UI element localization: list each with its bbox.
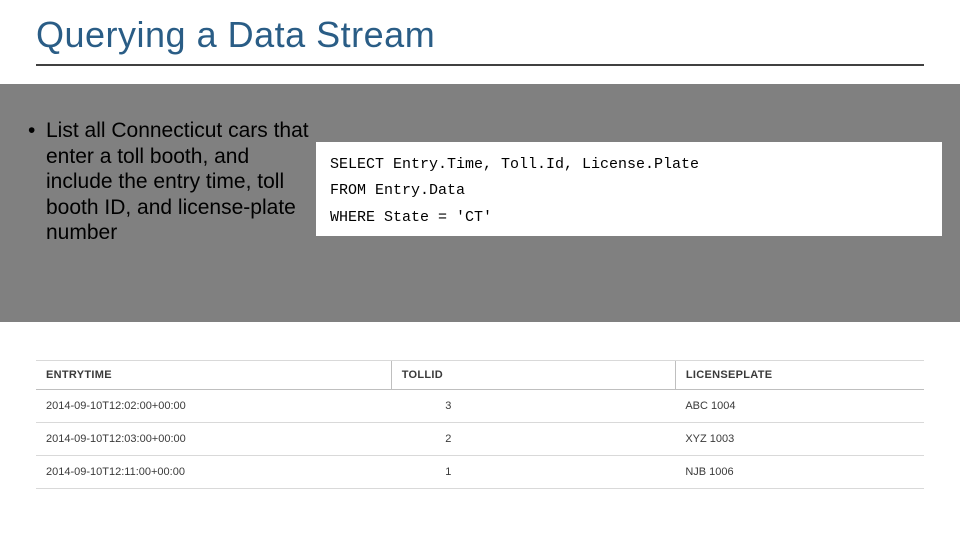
cell-license: XYZ 1003 [675,423,924,456]
col-header-license: LICENSEPLATE [675,361,924,390]
bullet-text: List all Connecticut cars that enter a t… [28,118,316,246]
cell-entrytime: 2014-09-10T12:03:00+00:00 [36,423,391,456]
table-header-row: ENTRYTIME TOLLID LICENSEPLATE [36,361,924,390]
cell-entrytime: 2014-09-10T12:02:00+00:00 [36,390,391,423]
col-header-entrytime: ENTRYTIME [36,361,391,390]
cell-license: ABC 1004 [675,390,924,423]
code-line: WHERE State = 'CT' [330,209,492,226]
table-row: 2014-09-10T12:02:00+00:00 3 ABC 1004 [36,390,924,423]
bullet-dot-icon: • [28,118,35,144]
table-row: 2014-09-10T12:03:00+00:00 2 XYZ 1003 [36,423,924,456]
col-header-tollid: TOLLID [391,361,675,390]
cell-tollid: 2 [391,423,675,456]
cell-entrytime: 2014-09-10T12:11:00+00:00 [36,456,391,489]
code-line: SELECT Entry.Time, Toll.Id, License.Plat… [330,156,699,173]
table-row: 2014-09-10T12:11:00+00:00 1 NJB 1006 [36,456,924,489]
slide: Querying a Data Stream • List all Connec… [0,0,960,540]
cell-license: NJB 1006 [675,456,924,489]
cell-tollid: 3 [391,390,675,423]
results-table: ENTRYTIME TOLLID LICENSEPLATE 2014-09-10… [36,360,924,489]
slide-title: Querying a Data Stream [36,14,435,56]
sql-code-block: SELECT Entry.Time, Toll.Id, License.Plat… [316,142,942,236]
code-line: FROM Entry.Data [330,182,465,199]
cell-tollid: 1 [391,456,675,489]
title-underline [36,64,924,66]
bullet-item: • List all Connecticut cars that enter a… [28,118,316,246]
